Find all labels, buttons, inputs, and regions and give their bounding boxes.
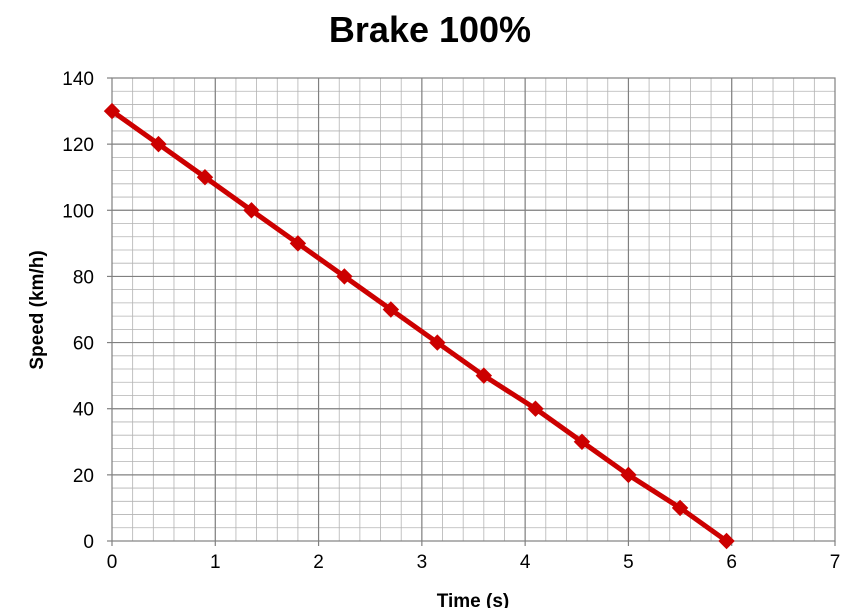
x-tick-label: 3 <box>417 552 428 573</box>
data-point <box>382 301 400 318</box>
data-point <box>336 268 353 285</box>
data-point <box>289 235 307 252</box>
x-tick-label: 4 <box>520 552 531 573</box>
data-point <box>429 334 446 351</box>
y-tick-label: 140 <box>62 69 94 90</box>
x-tick-label: 6 <box>726 552 737 573</box>
data-point <box>718 532 735 550</box>
plot-area <box>111 77 836 542</box>
data-point <box>103 102 121 120</box>
x-axis-label: Time (s) <box>437 591 510 608</box>
data-point <box>243 202 260 219</box>
x-tick-label: 5 <box>623 552 634 573</box>
y-tick-label: 40 <box>73 400 94 421</box>
y-tick-label: 100 <box>62 201 94 222</box>
x-tick-label: 7 <box>830 552 841 573</box>
minor-gridlines <box>112 78 835 541</box>
major-gridlines <box>112 78 835 541</box>
x-axis-ticks: 0 1 2 3 4 5 6 7 <box>107 541 841 573</box>
y-tick-label: 60 <box>73 334 94 355</box>
data-point <box>573 433 591 450</box>
data-point <box>475 367 493 384</box>
y-axis-label: Speed (km/h) <box>27 250 48 369</box>
y-axis-ticks: 0 20 40 60 80 100 120 140 <box>62 69 112 553</box>
series-layer <box>103 102 735 550</box>
data-point <box>150 135 167 153</box>
data-point <box>620 466 637 484</box>
y-tick-label: 80 <box>73 267 94 288</box>
data-point <box>196 169 214 186</box>
data-point <box>527 400 544 417</box>
x-tick-label: 2 <box>313 552 324 573</box>
y-tick-label: 20 <box>73 466 94 487</box>
chart-title: Brake 100% <box>329 9 531 50</box>
x-tick-label: 0 <box>107 552 118 573</box>
x-tick-label: 1 <box>210 552 221 573</box>
data-point <box>671 499 689 517</box>
series-line <box>110 109 728 544</box>
y-tick-label: 120 <box>62 135 94 156</box>
y-tick-label: 0 <box>83 532 94 553</box>
